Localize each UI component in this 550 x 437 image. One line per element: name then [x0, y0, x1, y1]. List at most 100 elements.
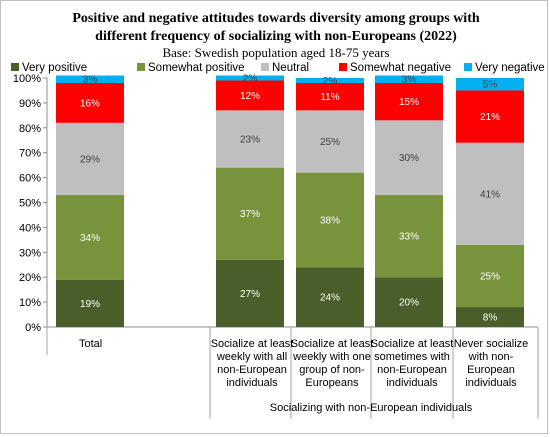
legend-swatch-3: [339, 63, 347, 71]
y-tick-label: 0%: [25, 322, 41, 334]
legend-label-1: Somewhat positive: [148, 62, 245, 74]
bar-segment-2-0: [296, 267, 364, 327]
legend: Very positive Somewhat positive Neutral Som…: [11, 62, 545, 74]
data-label-1-2: 23%: [240, 135, 260, 146]
data-label-1-4: 2%: [243, 74, 258, 85]
category-label-line: Socialize at least: [291, 338, 374, 350]
category-label-line: individuals: [226, 377, 278, 389]
category-label-line: individuals: [386, 377, 438, 389]
bar-segment-1-3: [216, 80, 284, 111]
data-label-4-1: 25%: [480, 271, 500, 282]
data-label-0-0: 19%: [80, 299, 100, 310]
bar-segment-0-0: [56, 279, 124, 327]
category-label-line: weekly with one: [292, 351, 371, 363]
bar-segment-0-3: [56, 82, 124, 123]
legend-swatch-4: [464, 63, 472, 71]
y-tick-label: 10%: [19, 297, 41, 309]
category-label-line: Never socialize: [454, 338, 529, 350]
category-label-1: Socialize at least weekly with all non-Eur…: [211, 338, 294, 389]
y-tick-label: 100%: [13, 73, 41, 85]
legend-swatch-0: [11, 63, 19, 71]
y-tick-label: 80%: [19, 123, 41, 135]
data-label-1-3: 12%: [240, 91, 260, 102]
legend-label-4: Very negative: [475, 62, 545, 74]
y-tick-label: 20%: [19, 272, 41, 284]
data-label-4-2: 41%: [480, 189, 500, 200]
bar-segment-1-4: [216, 75, 284, 81]
category-label-0: Total: [79, 338, 102, 350]
chart-subtitle: Base: Swedish population aged 18-75 year…: [162, 45, 389, 60]
data-label-4-4: 5%: [483, 80, 498, 91]
y-tick-label: 40%: [19, 222, 41, 234]
category-label-line: European: [467, 364, 515, 376]
bars: 19% 34% 29% 16% 3% 27% 37% 23% 12% 2% 24% 38% 25% 11%…: [56, 74, 524, 327]
data-label-3-0: 20%: [399, 298, 419, 309]
data-label-4-3: 21%: [480, 112, 500, 123]
data-label-3-2: 30%: [399, 153, 419, 164]
data-label-2-1: 38%: [320, 215, 340, 226]
legend-label-0: Very positive: [22, 62, 87, 74]
category-label-line: group of non-: [299, 364, 365, 376]
data-label-3-3: 15%: [399, 97, 419, 108]
category-label-line: non-European: [377, 364, 447, 376]
bar-segment-1-1: [216, 167, 284, 260]
category-label-line: Socialize at least: [371, 338, 454, 350]
group-axis-label: Socializing with non-European individual…: [270, 402, 473, 414]
legend-label-2: Neutral: [272, 62, 309, 74]
legend-swatch-1: [137, 63, 145, 71]
category-label-line: sometimes with: [374, 351, 450, 363]
bar-segment-0-4: [56, 75, 124, 83]
bar-segment-4-4: [456, 78, 524, 91]
data-label-3-1: 33%: [399, 232, 419, 243]
category-label-4: Never socialize with non-European individu…: [454, 338, 529, 389]
y-axis: 0% 10% 20% 30% 40% 50% 60% 70% 80% 90% 100%: [13, 73, 538, 334]
bar-segment-4-1: [456, 244, 524, 308]
bar-segment-4-2: [456, 142, 524, 245]
bar-segment-2-2: [296, 110, 364, 173]
bar-segment-0-1: [56, 195, 124, 280]
data-label-2-3: 11%: [320, 92, 339, 103]
y-tick-label: 50%: [19, 198, 41, 210]
bar-segment-3-0: [375, 277, 443, 327]
category-label-line: Socialize at least: [211, 338, 294, 350]
bar-segment-3-3: [375, 82, 443, 121]
category-label-line: Europeans: [305, 377, 359, 389]
chart-title-line-1: Positive and negative attitudes towards …: [72, 11, 480, 26]
bar-segment-2-3: [296, 82, 364, 111]
data-label-2-4: 2%: [323, 76, 338, 87]
category-label-line: with non-: [468, 351, 514, 363]
category-labels: Total Socialize at least weekly with all no…: [46, 327, 539, 419]
bar-segment-4-3: [456, 90, 524, 143]
y-tick-label: 90%: [19, 98, 41, 110]
data-label-2-0: 24%: [320, 293, 340, 304]
data-label-2-2: 25%: [320, 137, 340, 148]
bar-segment-1-0: [216, 259, 284, 327]
data-label-0-3: 16%: [80, 98, 100, 109]
bar-segment-2-1: [296, 172, 364, 268]
category-label-line: Total: [79, 338, 102, 350]
category-label-line: individuals: [465, 377, 517, 389]
legend-label-3: Somewhat negative: [350, 62, 451, 74]
chart-title-line-2: different frequency of socializing with …: [95, 29, 457, 44]
y-tick-label: 60%: [19, 173, 41, 185]
bar-segment-3-4: [375, 75, 443, 83]
y-tick-label: 30%: [19, 247, 41, 259]
bar-segment-3-2: [375, 120, 443, 196]
bar-segment-4-0: [456, 307, 524, 327]
bar-segment-3-1: [375, 195, 443, 278]
bar-segment-0-2: [56, 122, 124, 196]
legend-swatch-2: [261, 63, 269, 71]
data-label-4-0: 8%: [483, 313, 498, 324]
category-label-line: non-European: [217, 364, 287, 376]
bar-segment-1-2: [216, 110, 284, 168]
data-label-0-2: 29%: [80, 154, 100, 165]
data-label-3-4: 3%: [402, 75, 417, 86]
category-label-2: Socialize at least weekly with one group o…: [291, 338, 374, 389]
y-tick-label: 70%: [19, 148, 41, 160]
category-label-3: Socialize at least sometimes with non-Euro…: [371, 338, 454, 389]
data-label-1-1: 37%: [240, 209, 260, 220]
bar-segment-2-4: [296, 78, 364, 83]
category-label-line: weekly with all: [216, 351, 287, 363]
